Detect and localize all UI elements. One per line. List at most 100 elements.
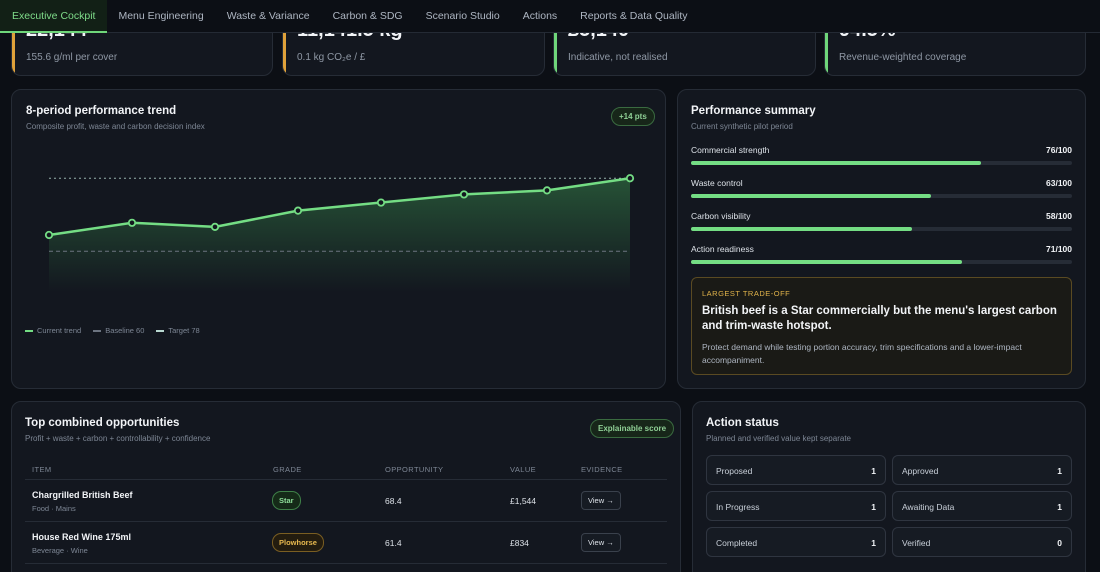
kpi-subtext: Indicative, not realised xyxy=(568,52,668,63)
tab-carbon-sdg[interactable]: Carbon & SDG xyxy=(332,10,403,22)
trend-point xyxy=(44,230,54,240)
grade-badge: Star xyxy=(272,491,301,510)
trend-title: 8-period performance trend xyxy=(26,105,177,117)
summary-subtitle: Current synthetic pilot period xyxy=(691,122,793,131)
legend-baseline: Baseline 60 xyxy=(93,326,144,335)
status-count: 1 xyxy=(871,502,876,512)
col-header-value: VALUE xyxy=(510,465,537,474)
view-evidence-button[interactable]: View → xyxy=(581,533,621,552)
status-count: 1 xyxy=(871,538,876,548)
legend-current-label: Current trend xyxy=(37,326,82,335)
legend-current: Current trend xyxy=(25,326,81,335)
status-approved[interactable]: Approved 1 xyxy=(892,455,1072,485)
status-count: 1 xyxy=(1057,466,1062,476)
legend-target-label: Target 78 xyxy=(168,326,200,335)
table-divider xyxy=(25,521,667,522)
status-proposed[interactable]: Proposed 1 xyxy=(706,455,886,485)
status-count: 1 xyxy=(871,466,876,476)
tab-menu-engineering[interactable]: Menu Engineering xyxy=(118,10,204,22)
legend-target: Target 78 xyxy=(156,326,200,335)
trend-subtitle: Composite profit, waste and carbon decis… xyxy=(26,122,205,131)
metric-value: 63/100 xyxy=(1046,178,1072,188)
col-header-grade: GRADE xyxy=(273,465,302,474)
top-nav: Executive Cockpit Menu Engineering Waste… xyxy=(0,0,1100,33)
col-header-item: ITEM xyxy=(32,465,52,474)
status-count: 0 xyxy=(1057,538,1062,548)
status-count: 1 xyxy=(1057,502,1062,512)
tab-waste-variance[interactable]: Waste & Variance xyxy=(226,10,310,22)
metric-fill xyxy=(691,227,912,231)
status-verified[interactable]: Verified 0 xyxy=(892,527,1072,557)
metric-track xyxy=(691,194,1072,198)
trend-point xyxy=(210,222,220,231)
status-label: Completed xyxy=(716,538,758,548)
status-label: Proposed xyxy=(716,466,753,476)
metric-fill xyxy=(691,260,962,264)
tab-actions[interactable]: Actions xyxy=(522,10,558,22)
metric-track xyxy=(691,161,1072,165)
view-evidence-button[interactable]: View → xyxy=(581,491,621,510)
tradeoff-label: LARGEST TRADE-OFF xyxy=(702,289,791,298)
tradeoff-callout: LARGEST TRADE-OFF British beef is a Star… xyxy=(691,277,1072,375)
status-label: Approved xyxy=(902,466,939,476)
tab-scenario-studio[interactable]: Scenario Studio xyxy=(425,10,500,22)
status-label: Verified xyxy=(902,538,931,548)
summary-title: Performance summary xyxy=(691,105,816,117)
trend-area xyxy=(49,178,630,292)
opportunity-value: £1,544 xyxy=(510,496,536,506)
item-category: Food · Mains xyxy=(32,504,76,513)
status-label: In Progress xyxy=(716,502,760,512)
metric-value: 76/100 xyxy=(1046,145,1072,155)
trend-point xyxy=(376,198,386,207)
opportunities-title: Top combined opportunities xyxy=(25,417,180,429)
trend-point xyxy=(127,218,137,227)
item-category: Beverage · Wine xyxy=(32,546,88,555)
action-status-subtitle: Planned and verified value kept separate xyxy=(706,434,851,443)
metric-label: Waste control xyxy=(691,178,743,188)
kpi-subtext: Revenue-weighted coverage xyxy=(839,52,967,63)
metric-fill xyxy=(691,194,932,198)
performance-summary-card: Performance summary Current synthetic pi… xyxy=(677,89,1086,389)
item-name: Chargrilled British Beef xyxy=(32,490,133,500)
action-status-card: Action status Planned and verified value… xyxy=(692,401,1086,572)
trend-card: 8-period performance trend Composite pro… xyxy=(11,89,666,389)
metric-fill xyxy=(691,161,981,165)
tab-reports-data-quality[interactable]: Reports & Data Quality xyxy=(580,10,688,22)
tradeoff-headline: British beef is a Star commercially but … xyxy=(702,305,1057,332)
metric-label: Commercial strength xyxy=(691,145,770,155)
tradeoff-body: Protect demand while testing portion acc… xyxy=(702,342,1022,365)
item-name: House Red Wine 175ml xyxy=(32,532,131,542)
explainable-score-badge[interactable]: Explainable score xyxy=(590,419,675,438)
kpi-subtext: 0.1 kg CO₂e / £ xyxy=(297,52,366,63)
trend-legend: Current trend Baseline 60 Target 78 xyxy=(25,326,200,335)
metric-value: 71/100 xyxy=(1046,244,1072,254)
col-header-opportunity: OPPORTUNITY xyxy=(385,465,444,474)
opportunities-card: Top combined opportunities Profit + wast… xyxy=(11,401,681,572)
trend-chart xyxy=(44,174,635,292)
metric-value: 58/100 xyxy=(1046,211,1072,221)
trend-point xyxy=(293,206,303,215)
action-status-title: Action status xyxy=(706,417,779,429)
trend-change-badge: +14 pts xyxy=(611,107,655,126)
col-header-evidence: EVIDENCE xyxy=(581,465,623,474)
kpi-accent xyxy=(825,0,828,75)
status-awaiting-data[interactable]: Awaiting Data 1 xyxy=(892,491,1072,521)
status-in-progress[interactable]: In Progress 1 xyxy=(706,491,886,521)
trend-point xyxy=(459,190,469,199)
table-divider xyxy=(25,479,667,480)
metric-track xyxy=(691,260,1072,264)
legend-baseline-label: Baseline 60 xyxy=(105,326,145,335)
kpi-subtext: 155.6 g/ml per cover xyxy=(26,52,118,63)
tab-executive-cockpit[interactable]: Executive Cockpit xyxy=(0,0,108,33)
opportunity-score: 61.4 xyxy=(385,538,402,548)
kpi-accent xyxy=(283,0,286,75)
opportunity-value: £834 xyxy=(510,538,529,548)
trend-line xyxy=(48,176,631,237)
metric-track xyxy=(691,227,1072,231)
trend-point xyxy=(542,186,552,195)
trend-point xyxy=(625,174,635,183)
opportunity-score: 68.4 xyxy=(385,496,402,506)
kpi-accent xyxy=(12,0,15,75)
metric-label: Carbon visibility xyxy=(691,211,751,221)
status-completed[interactable]: Completed 1 xyxy=(706,527,886,557)
